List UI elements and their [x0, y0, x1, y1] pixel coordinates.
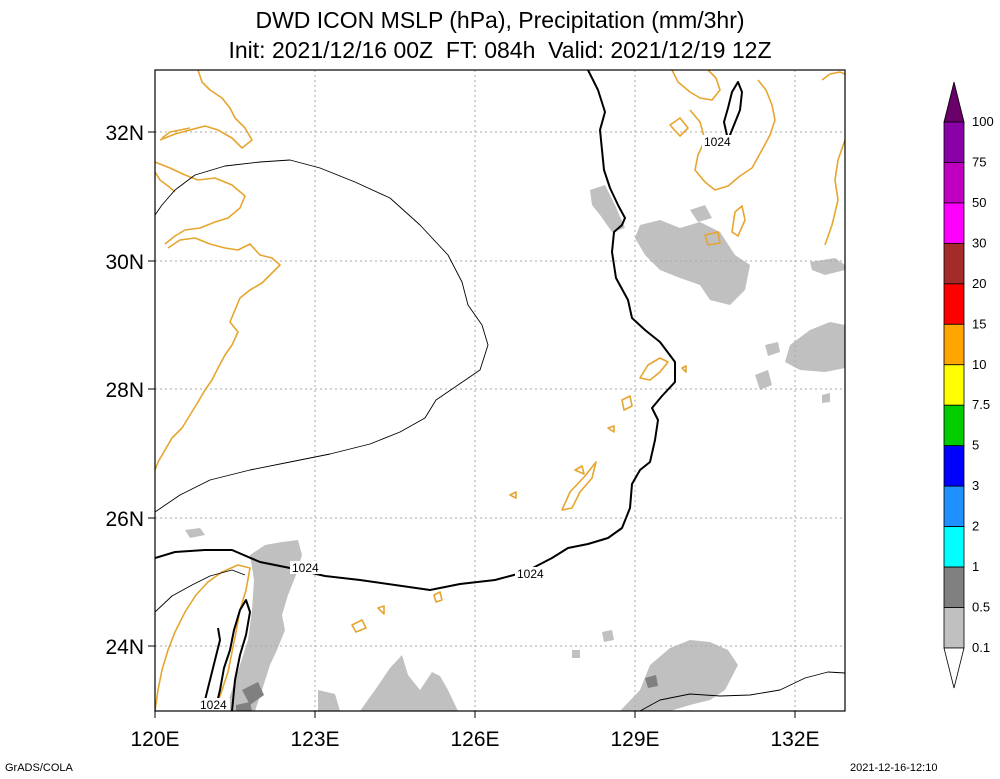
footer-timestamp: 2021-12-16-12:10: [850, 762, 938, 774]
lon-label: 120E: [130, 728, 179, 751]
colorbar-segment: [943, 485, 965, 528]
colorbar-segment: [943, 121, 965, 163]
colorbar-tick-label: 3: [972, 478, 979, 493]
colorbar-tick-label: 10: [972, 357, 986, 372]
isobar-label: 1024: [704, 135, 731, 149]
lat-label: 28N: [105, 379, 144, 402]
footer-credit: GrADS/COLA: [5, 762, 73, 774]
lon-label: 126E: [450, 728, 499, 751]
colorbar-tick-label: 5: [972, 438, 979, 453]
colorbar-tick-label: 7.5: [972, 397, 990, 412]
isobar-label: 1024: [517, 567, 544, 581]
lon-axis-labels: 120E 123E 126E 129E 132E: [130, 728, 819, 751]
lat-label: 26N: [105, 508, 144, 531]
precipitation-colorbar: 100 75 50 30 20 15 10 7.5 5 3 2 1 0.5 0.1: [943, 81, 994, 689]
colorbar-segment: [943, 242, 965, 285]
colorbar-tick-label: 50: [972, 195, 986, 210]
colorbar-segment: [943, 364, 965, 406]
colorbar-segment: [943, 566, 965, 608]
isobar-label: 1024: [200, 698, 227, 712]
colorbar-tick-label: 20: [972, 276, 986, 291]
colorbar-tick-label: 0.5: [972, 600, 990, 615]
colorbar-tick-label: 2: [972, 519, 979, 534]
colorbar-segment: [943, 81, 965, 123]
colorbar-segment: [943, 404, 965, 447]
map-subtitle: Init: 2021/12/16 00Z FT: 084h Valid: 202…: [228, 37, 772, 63]
map-title: DWD ICON MSLP (hPa), Precipitation (mm/3…: [255, 7, 745, 33]
colorbar-segment: [943, 323, 965, 366]
colorbar-tick-label: 30: [972, 235, 986, 250]
colorbar-segment: [943, 202, 965, 244]
lat-label: 30N: [105, 251, 144, 274]
lat-label: 32N: [105, 122, 144, 145]
colorbar-segment: [943, 445, 965, 487]
isobars: [155, 70, 845, 711]
coastlines: [155, 70, 845, 711]
colorbar-segment: [943, 283, 965, 325]
colorbar-tick-label: 1: [972, 559, 979, 574]
isobar-labels: 1024 1024 1024 1024: [198, 135, 734, 712]
colorbar-tick-label: 15: [972, 316, 986, 331]
axis-ticks: [148, 131, 796, 718]
colorbar-segment: [943, 162, 965, 204]
lon-label: 129E: [610, 728, 659, 751]
precipitation-shading-heavier: [236, 675, 658, 711]
colorbar-segment: [943, 607, 965, 649]
isobar-label: 1024: [292, 561, 319, 575]
lon-label: 123E: [290, 728, 339, 751]
colorbar-tick-label: 100: [972, 114, 994, 129]
map-frame: [154, 69, 846, 712]
lat-lon-grid: [155, 70, 845, 711]
colorbar-tick-label: 0.1: [972, 640, 990, 655]
lat-label: 24N: [105, 636, 144, 659]
map-plot-area: [155, 70, 845, 711]
colorbar-segment: [943, 526, 965, 568]
colorbar-tick-label: 75: [972, 154, 986, 169]
lon-label: 132E: [770, 728, 819, 751]
colorbar-segment: [943, 647, 965, 689]
lat-axis-labels: 32N 30N 28N 26N 24N: [105, 122, 144, 659]
precipitation-shading: [185, 185, 845, 711]
